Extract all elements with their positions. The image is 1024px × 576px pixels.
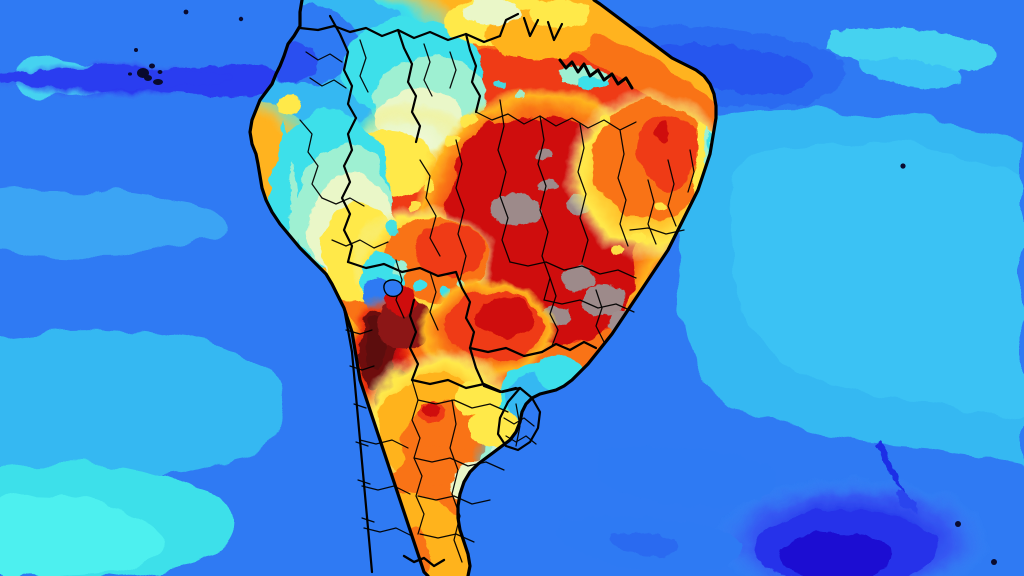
- brazil-flecks: [386, 80, 665, 255]
- atlantic-cold-streak: [876, 440, 919, 514]
- island-dot: [238, 16, 244, 22]
- galapagos-islands: [128, 48, 163, 85]
- atlantic-light-bands: [826, 27, 996, 89]
- map-boundaries: [248, 0, 718, 576]
- island-dot: [900, 163, 906, 169]
- south-atlantic-cold: [712, 478, 992, 576]
- coastline-tierra-del-fuego: [402, 554, 446, 568]
- lake-titicaca: [383, 279, 404, 298]
- island-dot: [991, 559, 997, 565]
- coastline-amazon-delta: [558, 58, 634, 90]
- island-dot: [955, 521, 961, 527]
- ocean-texture: [0, 57, 1024, 576]
- coastline-south-america: [248, 0, 430, 576]
- state-borders: [299, 39, 695, 563]
- coastline-atlantic: [456, 0, 718, 576]
- atlantic-streaks: [558, 446, 778, 574]
- island-dot: [183, 9, 189, 15]
